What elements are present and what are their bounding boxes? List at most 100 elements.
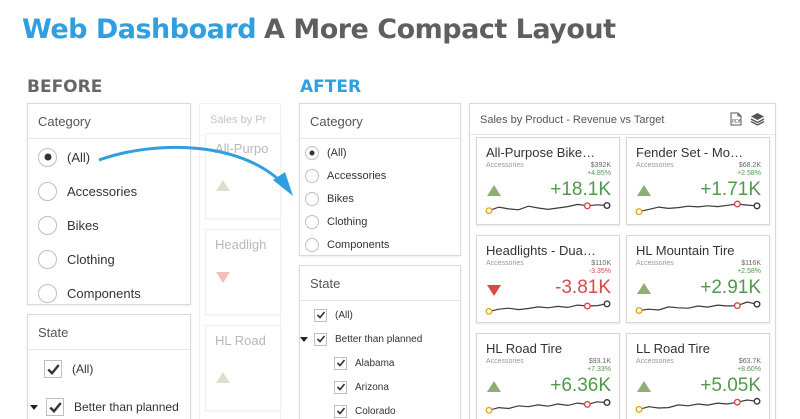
product-category: Accessories: [486, 358, 524, 365]
product-name: Fender Set - Moun...: [636, 145, 748, 160]
state-option[interactable]: Arizona: [300, 375, 460, 399]
state-option[interactable]: (All): [28, 350, 190, 388]
product-card[interactable]: All-Purpose Bike S... Accessories $392K +4.…: [476, 137, 620, 225]
sparkline-marker: [583, 302, 591, 310]
sales-panel-title: Sales by Product - Revenue vs Target: [470, 104, 775, 135]
category-option-label: Clothing: [67, 251, 115, 267]
state-filter-title: State: [300, 266, 460, 301]
product-category: Accessories: [636, 358, 674, 365]
trend-down-icon: [487, 285, 501, 296]
delta-value: +2.91K: [700, 277, 761, 298]
category-option[interactable]: Bikes: [300, 187, 460, 210]
category-option[interactable]: Clothing: [28, 242, 190, 276]
checkmark-icon: [316, 311, 325, 319]
state-option[interactable]: (All): [300, 303, 460, 327]
checkbox[interactable]: [334, 356, 347, 370]
target-value: $93.1K: [588, 358, 611, 365]
sparkline-marker: [753, 300, 761, 308]
sales-by-product-panel: Sales by Product - Revenue vs Target PDF…: [469, 103, 776, 419]
product-category: Accessories: [486, 162, 524, 169]
target-value: $116K: [741, 260, 761, 267]
expand-caret-icon[interactable]: [30, 404, 38, 410]
checkmark-icon: [336, 359, 345, 367]
percent-change: +7.33%: [587, 366, 611, 373]
percent-change: -3.35%: [588, 268, 611, 275]
sparkline-marker: [635, 405, 643, 413]
page-subtitle: A More Compact Layout: [264, 14, 616, 45]
radio-button[interactable]: [38, 283, 57, 303]
category-option-label: Accessories: [327, 169, 387, 182]
checkbox[interactable]: [46, 398, 64, 416]
sparkline-marker: [603, 201, 611, 209]
trend-up-icon: [487, 381, 501, 392]
delta-value: +5.05K: [700, 375, 761, 396]
product-card[interactable]: HL Road Tire Accessories $93.1K +7.33% +6.36…: [476, 333, 620, 419]
checkmark-icon: [336, 407, 345, 415]
state-option[interactable]: Better than planned: [300, 327, 460, 351]
category-option-label: (All): [67, 149, 91, 165]
radio-button[interactable]: [38, 215, 57, 235]
state-option[interactable]: Alabama: [300, 351, 460, 375]
radio-button[interactable]: [305, 191, 319, 206]
category-option[interactable]: Accessories: [28, 174, 190, 208]
state-option-label: Alabama: [355, 357, 395, 369]
trend-up-icon: [637, 381, 651, 392]
product-name: All-Purpose Bike S...: [486, 145, 598, 160]
delta-value: -3.81K: [555, 277, 611, 298]
state-filter-title: State: [28, 315, 190, 350]
product-card[interactable]: HL Mountain Tire Accessories $116K +2.58% +2…: [626, 235, 770, 323]
state-option-label: Better than planned: [335, 333, 423, 345]
page-title: Web Dashboard A More Compact Layout: [22, 14, 616, 45]
export-pdf-icon[interactable]: PDF: [730, 112, 742, 126]
checkbox[interactable]: [334, 404, 347, 418]
product-card[interactable]: Fender Set - Moun... Accessories $68.2K +2.…: [626, 137, 770, 225]
target-value: $63.7K: [738, 358, 761, 365]
radio-button[interactable]: [305, 237, 319, 252]
after-category-filter: Category (All) Accessories Bikes Clothing Co…: [299, 103, 461, 256]
category-option[interactable]: Components: [28, 276, 190, 310]
radio-button[interactable]: [305, 145, 319, 160]
layers-icon[interactable]: [750, 112, 765, 126]
expand-caret-icon[interactable]: [300, 336, 308, 342]
checkbox[interactable]: [334, 380, 347, 394]
category-option-label: Components: [67, 285, 141, 301]
state-option[interactable]: Colorado: [300, 399, 460, 419]
delta-value: +18.1K: [550, 179, 611, 200]
checkbox[interactable]: [314, 308, 327, 322]
category-option-label: Bikes: [327, 192, 354, 205]
category-option[interactable]: (All): [28, 140, 190, 174]
target-value: $392K: [590, 162, 611, 169]
category-option[interactable]: Components: [300, 233, 460, 256]
sparkline-marker: [485, 406, 493, 414]
radio-button[interactable]: [38, 249, 57, 269]
category-option[interactable]: Bikes: [28, 208, 190, 242]
checkmark-icon: [46, 363, 60, 375]
before-label: BEFORE: [27, 77, 103, 97]
category-option-label: Clothing: [327, 215, 368, 228]
state-option-label: (All): [335, 309, 353, 321]
product-card[interactable]: Headlights - Dual-... Accessories $110K -3.…: [476, 235, 620, 323]
radio-button[interactable]: [38, 147, 57, 167]
category-option[interactable]: Accessories: [300, 164, 460, 187]
checkbox[interactable]: [314, 332, 327, 346]
sparkline: [485, 399, 611, 414]
sparkline-marker: [485, 207, 493, 215]
sparkline-marker: [753, 397, 761, 405]
before-category-filter: Category (All) Accessories Bikes Clothing Co…: [27, 103, 191, 305]
sparkline: [635, 397, 761, 413]
category-option[interactable]: (All): [300, 141, 460, 164]
category-option-label: (All): [327, 146, 347, 159]
radio-button[interactable]: [305, 168, 319, 183]
product-card[interactable]: LL Road Tire Accessories $63.7K +8.60% +5.05…: [626, 333, 770, 419]
product-name: Headlights - Dual-...: [486, 243, 598, 258]
ghost-sales-title: Sales by Pr: [200, 104, 280, 136]
state-option-label: (All): [72, 362, 94, 376]
sparkline-marker: [635, 306, 643, 314]
sparkline-marker: [635, 208, 643, 216]
state-option[interactable]: Better than planned: [28, 388, 190, 419]
radio-button[interactable]: [38, 181, 57, 201]
target-value: $68.2K: [738, 162, 761, 169]
radio-button[interactable]: [305, 214, 319, 229]
checkbox[interactable]: [44, 360, 62, 378]
category-option[interactable]: Clothing: [300, 210, 460, 233]
